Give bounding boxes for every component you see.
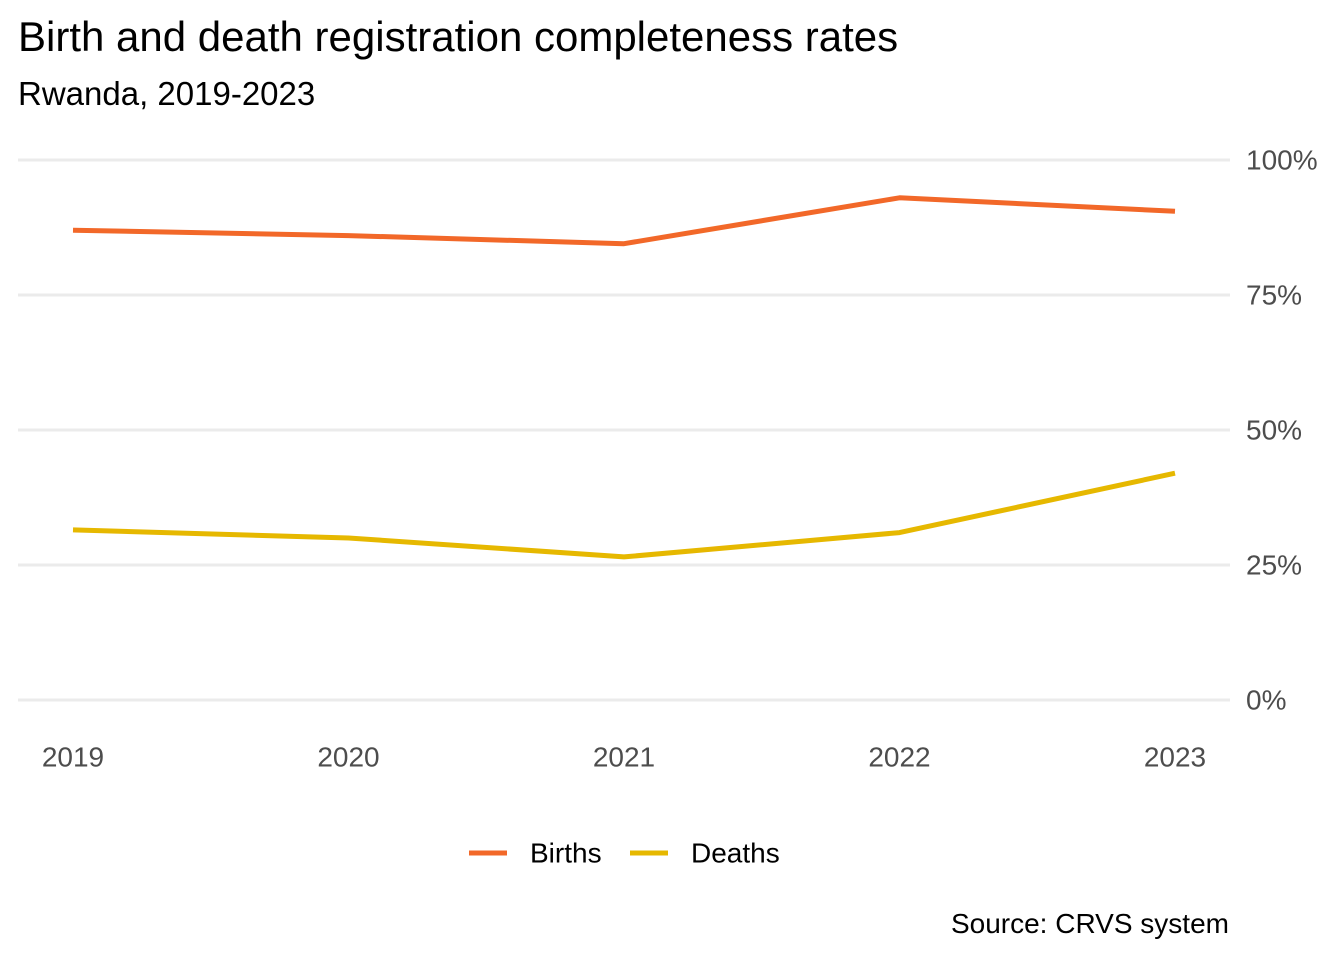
source-note: Source: CRVS system (950, 908, 1229, 939)
y-tick-label: 50% (1246, 415, 1302, 446)
legend: Births Deaths (469, 838, 780, 869)
y-tick-label: 100% (1246, 145, 1318, 176)
series-line-births (72, 195, 1176, 247)
x-tick-label: 2023 (1144, 742, 1206, 773)
legend-label-births: Births (530, 838, 602, 869)
legend-label-deaths: Deaths (691, 838, 780, 869)
x-axis-ticks: 2019 2020 2021 2022 2023 (42, 742, 1206, 773)
series-lines (72, 195, 1176, 560)
y-tick-label: 25% (1246, 550, 1302, 581)
chart-subtitle: Rwanda, 2019-2023 (18, 75, 316, 112)
x-tick-label: 2019 (42, 742, 104, 773)
chart-title: Birth and death registration completenes… (18, 13, 899, 60)
y-tick-label: 75% (1246, 280, 1302, 311)
x-tick-label: 2022 (868, 742, 930, 773)
y-tick-label: 0% (1246, 685, 1286, 716)
y-axis-ticks: 0% 25% 50% 75% 100% (1246, 145, 1318, 716)
gridlines (18, 158, 1230, 702)
x-tick-label: 2021 (593, 742, 655, 773)
x-tick-label: 2020 (317, 742, 379, 773)
series-line-deaths (72, 470, 1176, 560)
